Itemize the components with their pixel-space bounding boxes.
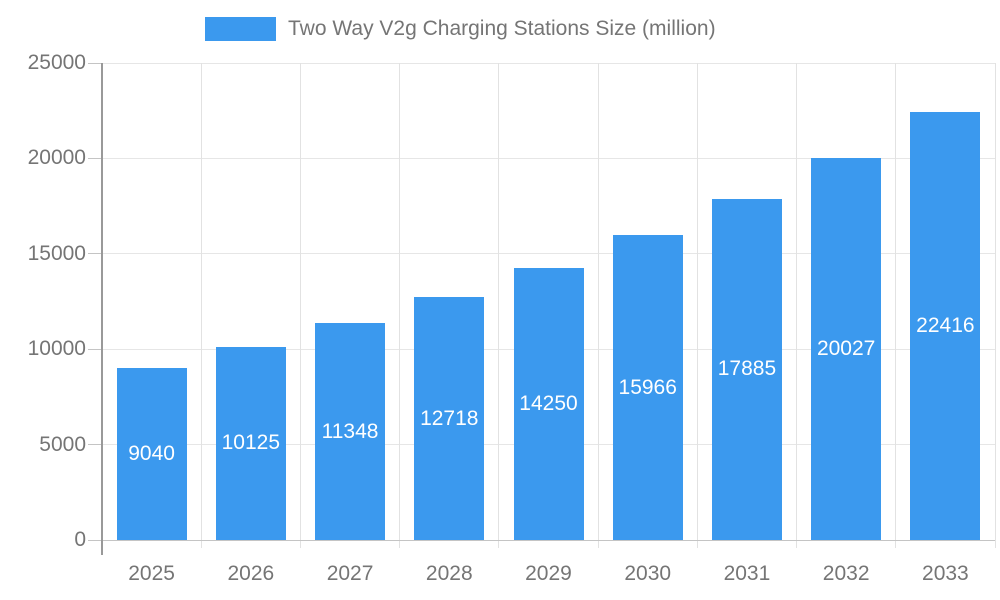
bar[interactable] [811,157,882,540]
gridline-vertical [895,63,897,548]
bar[interactable] [215,346,286,540]
x-axis-tick-label: 2029 [525,562,572,585]
y-axis-tick [88,444,102,446]
gridline-vertical [299,63,301,548]
gridline-vertical [994,63,996,548]
y-axis-tick [88,157,102,159]
x-axis-tick-label: 2030 [624,562,672,585]
y-axis-tick [88,348,102,350]
y-axis-tick-label: 25000 [27,51,86,74]
x-axis-tick-label: 2032 [822,562,870,585]
x-axis-tick-label: 2033 [922,562,969,585]
y-axis-tick [88,539,102,541]
x-axis-tick-label: 2031 [723,562,771,585]
gridline-horizontal [102,157,995,159]
gridline-horizontal [102,253,995,255]
bar[interactable] [414,297,485,540]
gridline-vertical [498,63,500,548]
y-axis-tick [88,62,102,64]
bar[interactable] [711,198,782,540]
gridline-vertical [597,63,599,548]
legend-item[interactable]: Two Way V2g Charging Stations Size (mill… [205,17,716,41]
y-axis-tick-label: 0 [74,528,86,551]
gridline-vertical [399,63,401,548]
gridline-vertical [200,63,202,548]
x-axis-tick-label: 2027 [326,562,374,585]
x-axis-line [102,539,995,541]
bar[interactable] [612,235,683,540]
y-axis-tick-label: 20000 [27,146,86,170]
x-axis-tick-label: 2026 [227,562,275,585]
legend-label: Two Way V2g Charging Stations Size (mill… [288,17,716,40]
y-axis-tick-label: 15000 [27,241,86,265]
legend-swatch [205,17,276,41]
gridline-vertical [796,63,798,548]
gridline-vertical [696,63,698,548]
bar[interactable] [315,323,386,540]
y-axis-tick-label: 5000 [39,432,86,456]
x-axis-tick-label: 2025 [128,562,175,585]
bar[interactable] [910,112,981,540]
bar[interactable] [513,268,584,540]
y-axis-tick-label: 10000 [27,337,86,361]
x-axis-tick-label: 2028 [425,562,473,585]
y-axis-line [101,63,103,555]
bar[interactable] [116,367,187,540]
y-axis-tick [88,253,102,255]
gridline-horizontal [102,62,995,64]
